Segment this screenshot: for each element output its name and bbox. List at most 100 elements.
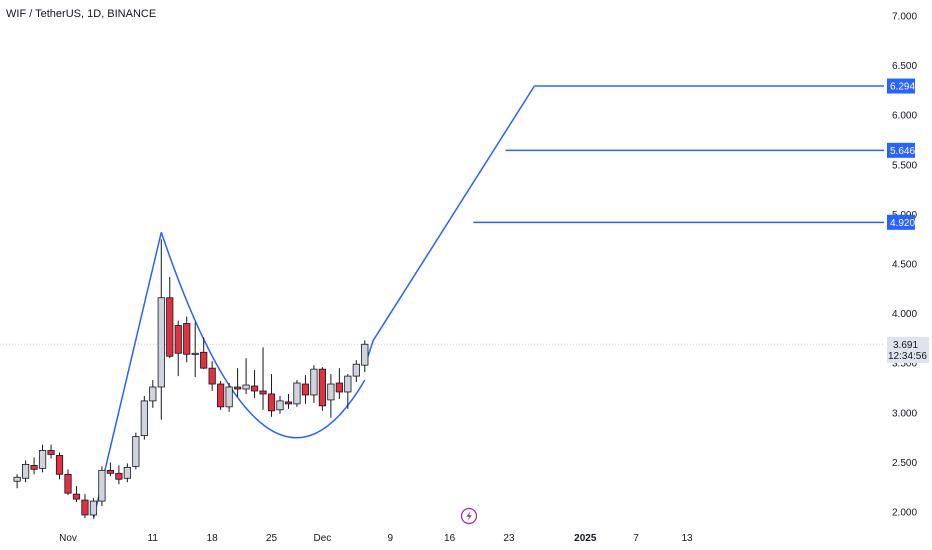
- price-tick-label: 3.500: [892, 359, 917, 370]
- candle-up: [89, 498, 98, 517]
- candle-body: [13, 476, 21, 482]
- tag-layer: 6.294 5.646 4.920: [887, 78, 915, 230]
- candle-up: [13, 474, 21, 489]
- target-price-tag: 4.920: [887, 214, 915, 230]
- candle-down: [200, 337, 208, 370]
- target-tag-bg: [887, 142, 915, 158]
- candle-down: [55, 452, 64, 480]
- candle-body: [174, 325, 182, 354]
- time-tick-label: 18: [207, 533, 219, 544]
- target-tag-bg: [887, 78, 915, 94]
- price-tick-label: 7.000: [892, 12, 917, 23]
- time-tick-label: 7: [633, 533, 639, 544]
- candle-body: [217, 383, 225, 408]
- candle-up: [98, 466, 106, 507]
- candle-up: [38, 444, 47, 473]
- lightning-icon[interactable]: [460, 507, 478, 525]
- candle-down: [30, 457, 38, 475]
- candle-body: [225, 386, 233, 408]
- candle-down: [233, 368, 242, 397]
- candle-down: [72, 486, 81, 503]
- candle-down: [166, 276, 174, 359]
- candle-body: [344, 375, 352, 393]
- cup-curve[interactable]: [160, 232, 366, 439]
- target-tag-label: 5.646: [890, 146, 915, 157]
- candle-body: [301, 383, 310, 396]
- time-axis[interactable]: Nov 11 18 25 Dec 9 16 23 2025 7 13: [59, 533, 693, 544]
- candle-up: [140, 395, 148, 440]
- candle-down: [250, 370, 259, 398]
- candle-up: [361, 340, 369, 373]
- projection-line[interactable]: [366, 85, 536, 359]
- candle-down: [174, 320, 182, 377]
- candle-down: [183, 316, 191, 363]
- candle-body: [106, 469, 114, 474]
- candle-body: [81, 499, 89, 516]
- candle-body: [200, 351, 208, 369]
- candle-body: [149, 386, 157, 402]
- time-tick-label: 9: [387, 533, 393, 544]
- price-tick-label: 6.000: [892, 111, 917, 122]
- symbol-title: WIF / TetherUS, 1D, BINANCE: [6, 8, 157, 20]
- time-tick-label: 2025: [574, 533, 597, 544]
- candle-body: [89, 500, 98, 516]
- candle-body: [64, 473, 72, 494]
- candle-body: [166, 297, 174, 357]
- candle-body: [233, 386, 242, 390]
- candle-body: [21, 463, 30, 479]
- candle-up: [327, 374, 335, 418]
- price-tick-label: 4.000: [892, 309, 917, 320]
- candle-up: [21, 460, 30, 483]
- candle-up: [242, 358, 250, 394]
- candle-body: [123, 466, 131, 479]
- candle-down: [81, 494, 89, 518]
- price-tick-label: 5.500: [892, 160, 917, 171]
- candle-body: [250, 385, 259, 392]
- candle-body: [284, 401, 293, 405]
- candle-up: [310, 365, 318, 403]
- candle-body: [72, 493, 81, 500]
- candle-body: [140, 400, 148, 437]
- candle-body: [38, 450, 47, 469]
- candle-down: [47, 444, 55, 459]
- price-tick-label: 6.500: [892, 61, 917, 72]
- candle-body: [157, 297, 165, 388]
- target-tag-label: 4.920: [890, 218, 915, 229]
- candle-body: [335, 382, 343, 393]
- current-price-value: 3.691: [893, 340, 918, 351]
- countdown-timer: 12:34:56: [888, 351, 927, 362]
- target-tag-label: 6.294: [890, 82, 915, 93]
- time-tick-label: 11: [148, 533, 159, 544]
- candle-up: [157, 239, 165, 420]
- candle-body: [191, 352, 199, 355]
- candle-down: [259, 347, 267, 410]
- candle-body: [115, 472, 123, 480]
- candle-down: [115, 465, 123, 485]
- candle-up: [123, 463, 131, 483]
- time-tick-label: 25: [266, 533, 278, 544]
- candle-down: [64, 469, 72, 496]
- candle-down: [106, 462, 114, 477]
- drawing-layer[interactable]: [92, 85, 884, 520]
- current-price-tag: 3.691 12:34:56: [887, 337, 929, 363]
- time-tick-label: 13: [681, 533, 693, 544]
- candle-up: [276, 395, 284, 414]
- price-tick-label: 4.500: [892, 260, 917, 271]
- candle-body: [293, 382, 301, 405]
- candle-body: [132, 436, 140, 467]
- candle-up: [149, 380, 157, 408]
- candle-down: [217, 381, 225, 410]
- price-tick-label: 2.000: [892, 508, 917, 519]
- time-tick-label: Dec: [314, 533, 332, 544]
- candle-body: [267, 393, 276, 412]
- candle-down: [301, 375, 310, 404]
- price-tick-label: 3.000: [892, 408, 917, 419]
- candle-down: [267, 374, 276, 417]
- candle-down: [284, 393, 293, 409]
- candle-body: [47, 450, 55, 455]
- candle-body: [98, 469, 106, 502]
- candle-layer: [13, 239, 369, 518]
- price-axis[interactable]: 2.0002.5003.0003.5004.0004.5005.0005.500…: [892, 12, 917, 519]
